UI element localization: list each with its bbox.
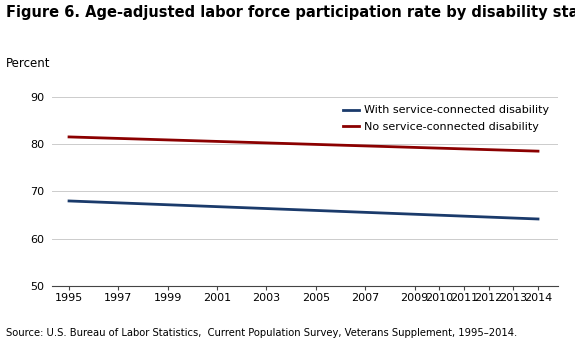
- Text: Figure 6. Age-adjusted labor force participation rate by disability status: Figure 6. Age-adjusted labor force parti…: [6, 5, 575, 20]
- Text: Source: U.S. Bureau of Labor Statistics,  Current Population Survey, Veterans Su: Source: U.S. Bureau of Labor Statistics,…: [6, 328, 517, 338]
- Text: Percent: Percent: [6, 57, 50, 70]
- Legend: With service-connected disability, No service-connected disability: With service-connected disability, No se…: [339, 102, 552, 136]
